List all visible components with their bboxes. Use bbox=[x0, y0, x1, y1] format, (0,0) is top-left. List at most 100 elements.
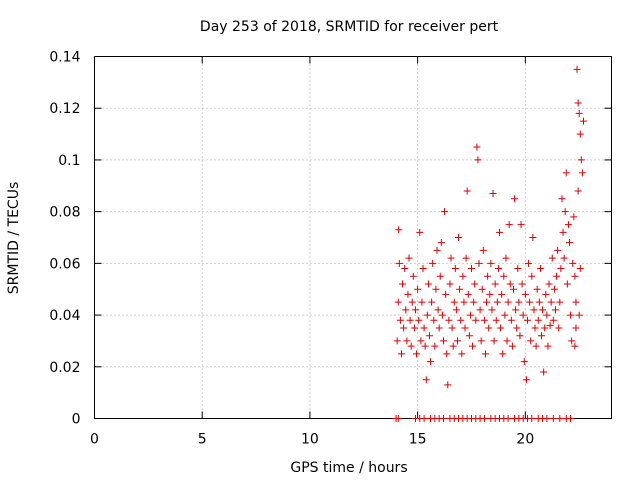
x-tick-label: 5 bbox=[198, 432, 207, 448]
data-point bbox=[423, 311, 431, 319]
data-point bbox=[575, 109, 583, 117]
data-point bbox=[447, 254, 455, 262]
data-point bbox=[567, 415, 575, 422]
data-point bbox=[451, 265, 459, 273]
data-point bbox=[526, 298, 534, 306]
data-point bbox=[408, 298, 416, 306]
data-point bbox=[550, 285, 558, 293]
data-point bbox=[467, 265, 475, 273]
data-point bbox=[397, 350, 405, 358]
data-point bbox=[560, 254, 568, 262]
data-point bbox=[424, 280, 432, 288]
data-point bbox=[395, 226, 403, 234]
data-point bbox=[466, 311, 474, 319]
data-point bbox=[475, 259, 483, 267]
data-point bbox=[492, 316, 500, 324]
data-point bbox=[448, 324, 456, 332]
data-point bbox=[528, 415, 536, 422]
data-point bbox=[504, 298, 512, 306]
data-point bbox=[452, 306, 460, 314]
data-point bbox=[564, 221, 572, 229]
chart-title: Day 253 of 2018, SRMTID for receiver per… bbox=[200, 19, 499, 35]
data-point bbox=[502, 254, 510, 262]
data-point bbox=[578, 169, 586, 177]
data-point bbox=[572, 324, 580, 332]
data-point bbox=[449, 342, 457, 350]
data-point bbox=[553, 272, 561, 280]
data-point bbox=[551, 306, 559, 314]
data-point bbox=[501, 311, 509, 319]
data-point bbox=[415, 316, 423, 324]
data-point bbox=[491, 280, 499, 288]
data-point bbox=[534, 316, 542, 324]
data-point bbox=[411, 306, 419, 314]
data-point bbox=[546, 321, 554, 329]
data-point bbox=[453, 337, 461, 345]
data-point bbox=[559, 228, 567, 236]
y-tick-label: 0.14 bbox=[49, 50, 80, 66]
data-point bbox=[443, 350, 451, 358]
data-point bbox=[514, 265, 522, 273]
data-point bbox=[545, 280, 553, 288]
data-point bbox=[541, 324, 549, 332]
data-point bbox=[462, 254, 470, 262]
data-point bbox=[528, 272, 536, 280]
data-point bbox=[527, 337, 535, 345]
data-point bbox=[473, 143, 481, 151]
data-point bbox=[547, 298, 555, 306]
data-point bbox=[517, 221, 525, 229]
data-point bbox=[428, 298, 436, 306]
data-point bbox=[394, 298, 402, 306]
data-point bbox=[425, 332, 433, 340]
data-point bbox=[430, 316, 438, 324]
data-point bbox=[464, 290, 472, 298]
data-point bbox=[574, 99, 582, 107]
data-point bbox=[568, 337, 576, 345]
data-point bbox=[543, 415, 551, 422]
data-point bbox=[485, 324, 493, 332]
data-point bbox=[435, 324, 443, 332]
data-point bbox=[442, 290, 450, 298]
data-point bbox=[525, 259, 533, 267]
data-point bbox=[573, 65, 581, 73]
data-point bbox=[438, 311, 446, 319]
data-point bbox=[535, 298, 543, 306]
data-point bbox=[444, 381, 452, 389]
data-point bbox=[483, 298, 491, 306]
data-point bbox=[433, 246, 441, 254]
data-point bbox=[561, 208, 569, 216]
data-point bbox=[429, 259, 437, 267]
data-point bbox=[536, 265, 544, 273]
data-point bbox=[523, 316, 531, 324]
data-point bbox=[533, 285, 541, 293]
data-point bbox=[404, 290, 412, 298]
y-tick-label: 0.02 bbox=[49, 360, 80, 376]
data-point bbox=[407, 342, 415, 350]
x-axis-label: GPS time / hours bbox=[290, 460, 407, 476]
data-point bbox=[432, 285, 440, 293]
data-point bbox=[394, 415, 402, 422]
data-point bbox=[439, 415, 447, 422]
data-point bbox=[479, 246, 487, 254]
data-point bbox=[405, 254, 413, 262]
data-point bbox=[476, 306, 484, 314]
data-point bbox=[548, 254, 556, 262]
data-point bbox=[427, 358, 435, 366]
data-point bbox=[554, 246, 562, 254]
data-point bbox=[422, 376, 430, 384]
data-point bbox=[441, 208, 449, 216]
data-point bbox=[509, 285, 517, 293]
data-point bbox=[463, 187, 471, 195]
data-point bbox=[555, 324, 563, 332]
data-point bbox=[436, 272, 444, 280]
y-tick-label: 0.06 bbox=[49, 256, 80, 272]
data-point bbox=[512, 306, 520, 314]
data-point bbox=[495, 228, 503, 236]
data-point bbox=[565, 239, 573, 247]
data-point bbox=[410, 324, 418, 332]
y-axis-tick-labels: 0 0.02 0.04 0.06 0.08 0.1 0.12 0.14 bbox=[49, 50, 80, 428]
data-point bbox=[539, 306, 547, 314]
data-point bbox=[488, 306, 496, 314]
data-point bbox=[489, 190, 497, 198]
data-point bbox=[520, 358, 528, 366]
